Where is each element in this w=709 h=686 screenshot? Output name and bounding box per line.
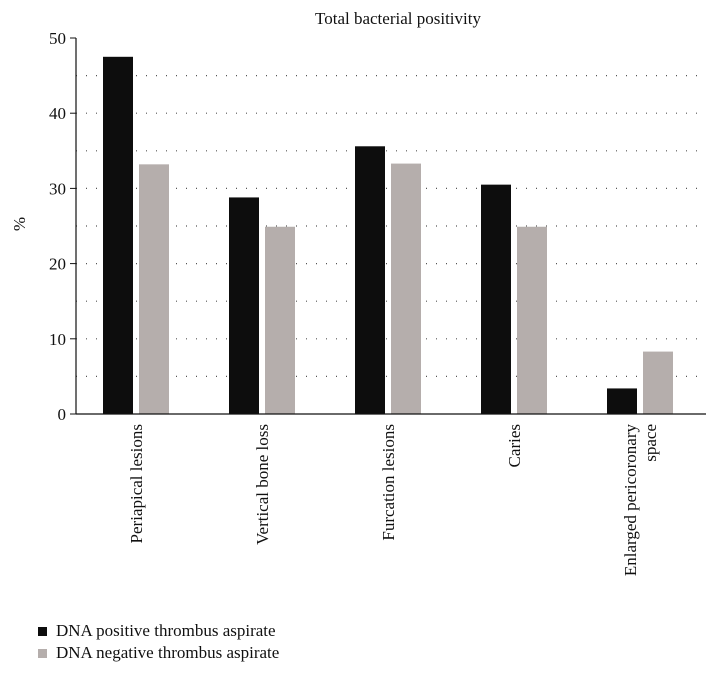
- legend-swatch-negative: [38, 648, 47, 658]
- legend-swatch-positive: [38, 626, 47, 636]
- x-tick-label-line: Enlarged pericoronary: [621, 424, 640, 577]
- legend-label-positive: DNA positive thrombus aspirate: [56, 621, 276, 640]
- bar-positive-5: [607, 388, 637, 414]
- bar-negative-5: [643, 351, 673, 414]
- y-tick-label: 10: [49, 330, 66, 349]
- y-tick-label: 40: [49, 104, 66, 123]
- bar-negative-4: [517, 226, 547, 414]
- bar-positive-4: [481, 184, 511, 414]
- bar-positive-2: [229, 197, 259, 414]
- y-tick-label: 0: [58, 405, 67, 424]
- bar-negative-1: [139, 164, 169, 414]
- y-axis-label: %: [10, 217, 29, 231]
- bars: [103, 56, 673, 415]
- y-axis-ticks: 0 10 20 30 40 50: [49, 29, 76, 424]
- legend-label-negative: DNA negative thrombus aspirate: [56, 643, 280, 662]
- x-tick-label: Enlarged pericoronary space: [621, 424, 660, 577]
- bar-negative-3: [391, 163, 421, 414]
- bar-positive-3: [355, 146, 385, 414]
- legend-item-positive: DNA positive thrombus aspirate: [38, 620, 279, 642]
- axes: [75, 38, 706, 415]
- x-tick-label: Caries: [505, 424, 524, 467]
- x-axis-labels: Periapical lesions Vertical bone loss Furc…: [127, 424, 660, 577]
- y-tick-label: 50: [49, 29, 66, 48]
- bar-positive-1: [103, 56, 133, 415]
- bar-chart: Total bacterial positivity % 0 10 20 30 40 50…: [10, 9, 706, 577]
- y-tick-label: 30: [49, 179, 66, 198]
- chart-title: Total bacterial positivity: [315, 9, 481, 28]
- x-tick-label: Periapical lesions: [127, 424, 146, 543]
- x-tick-label-line: Vertical bone loss: [253, 424, 272, 545]
- y-tick-label: 20: [49, 255, 66, 274]
- x-tick-label-line: space: [641, 424, 660, 462]
- legend: DNA positive thrombus aspirate DNA negat…: [38, 620, 279, 664]
- x-tick-label-line: Periapical lesions: [127, 424, 146, 543]
- x-tick-label: Vertical bone loss: [253, 424, 272, 545]
- bar-negative-2: [265, 226, 295, 414]
- x-tick-label: Furcation lesions: [379, 424, 398, 541]
- x-tick-label-line: Furcation lesions: [379, 424, 398, 541]
- legend-item-negative: DNA negative thrombus aspirate: [38, 642, 279, 664]
- x-tick-label-line: Caries: [505, 424, 524, 467]
